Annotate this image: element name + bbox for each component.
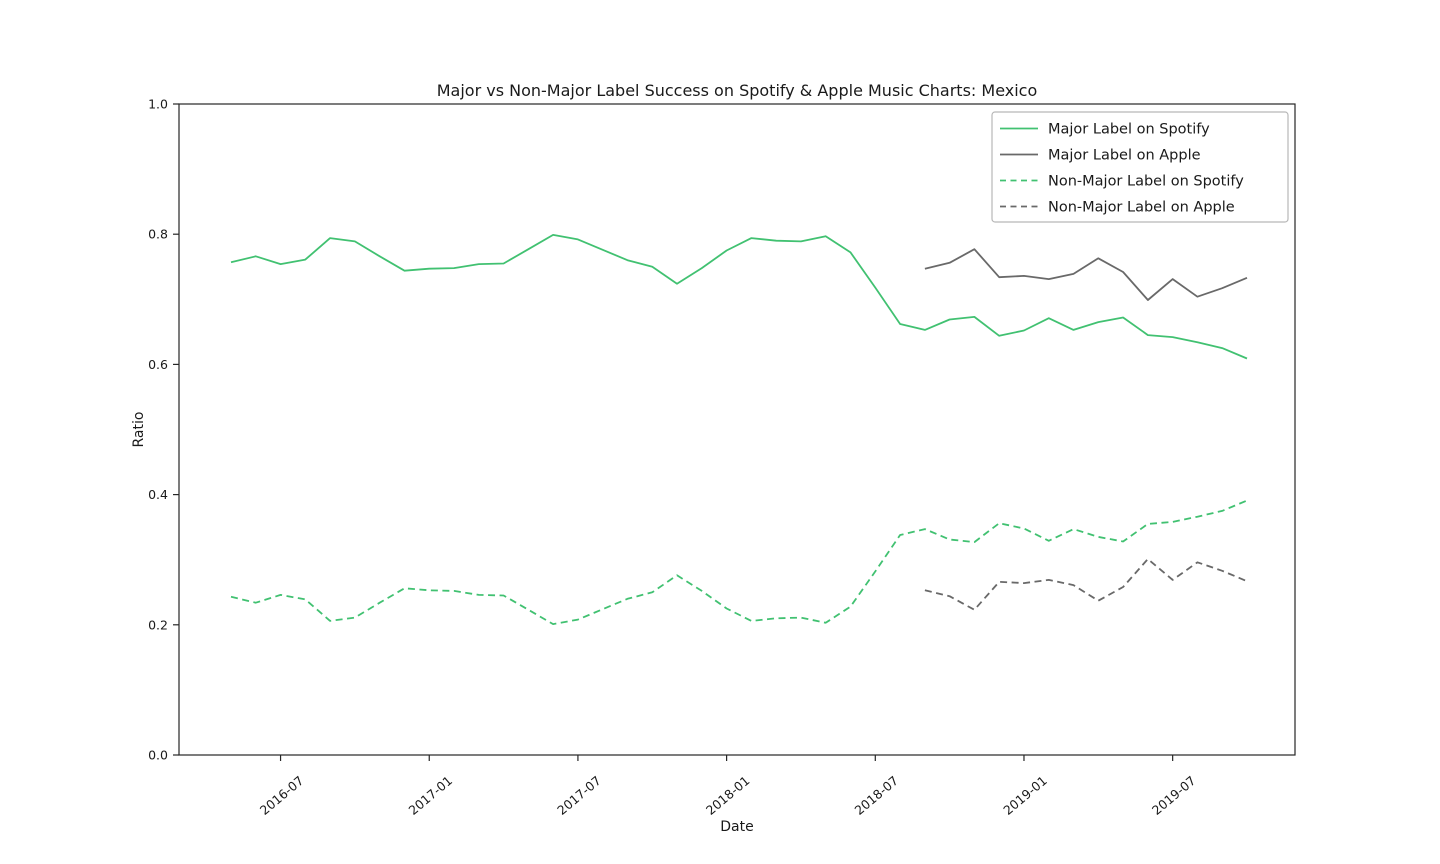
legend-entry: Major Label on Apple xyxy=(1000,148,1201,164)
legend: Major Label on Spotify Major Label on App… xyxy=(991,111,1289,223)
legend-label: Non-Major Label on Apple xyxy=(1048,200,1235,216)
series-line-non-major-label-on-spotify xyxy=(230,499,1248,625)
x-tick-label: 2019-01 xyxy=(1000,773,1050,818)
series-line-major-label-on-apple xyxy=(924,248,1248,301)
legend-entry: Major Label on Spotify xyxy=(1000,122,1210,138)
plot-border xyxy=(178,103,1296,756)
x-axis-label: Date xyxy=(720,819,753,835)
x-tick-label: 2018-07 xyxy=(852,773,902,818)
series-lines xyxy=(230,234,1248,625)
y-tick-label: 0.2 xyxy=(148,617,168,632)
legend-box xyxy=(991,111,1289,223)
x-tick-label: 2016-07 xyxy=(257,773,307,818)
x-tick-label: 2017-01 xyxy=(406,773,456,818)
x-tick-label: 2017-07 xyxy=(554,773,604,818)
legend-label: Major Label on Spotify xyxy=(1048,122,1210,138)
series-line-non-major-label-on-apple xyxy=(924,558,1248,611)
y-axis: 0.0 0.2 0.4 0.6 0.8 1.0 xyxy=(148,97,179,763)
chart-title: Major vs Non-Major Label Success on Spot… xyxy=(437,81,1038,100)
series-line-major-label-on-spotify xyxy=(230,234,1248,360)
y-tick-label: 1.0 xyxy=(148,97,168,112)
x-tick-label: 2018-01 xyxy=(703,773,753,818)
y-axis-label: Ratio xyxy=(131,412,147,448)
y-tick-label: 0.4 xyxy=(148,487,168,502)
x-tick-label: 2019-07 xyxy=(1149,773,1199,818)
legend-label: Non-Major Label on Spotify xyxy=(1048,174,1244,190)
y-tick-label: 0.6 xyxy=(148,357,168,372)
legend-label: Major Label on Apple xyxy=(1048,148,1201,164)
y-tick-label: 0.0 xyxy=(148,748,168,763)
x-axis: 2016-07 2017-01 2017-07 2018-01 2018-07 2019-… xyxy=(257,755,1199,818)
legend-entry: Non-Major Label on Spotify xyxy=(1000,174,1244,190)
legend-entry: Non-Major Label on Apple xyxy=(1000,200,1235,216)
y-tick-label: 0.8 xyxy=(148,227,168,242)
